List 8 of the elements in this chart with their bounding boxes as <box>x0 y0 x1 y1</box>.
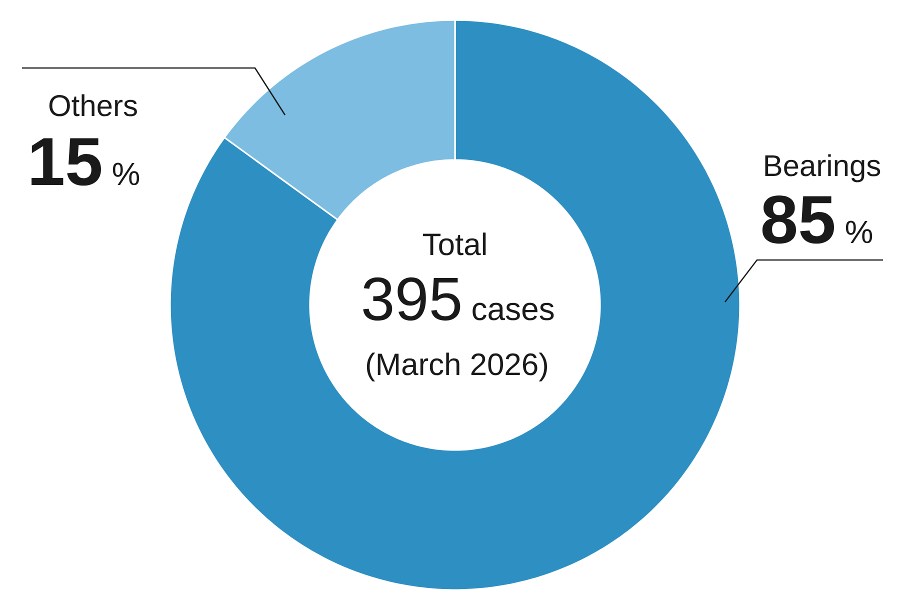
text: cases <box>472 302 554 320</box>
slice-label: Bearings <box>765 154 880 182</box>
slice-label: Others <box>49 94 137 116</box>
text: 395 <box>363 277 460 321</box>
data-label: 85 % <box>762 196 872 244</box>
text: (March 2026) <box>366 352 548 382</box>
data-label: 15 % <box>32 138 140 186</box>
text: Total <box>423 232 486 256</box>
